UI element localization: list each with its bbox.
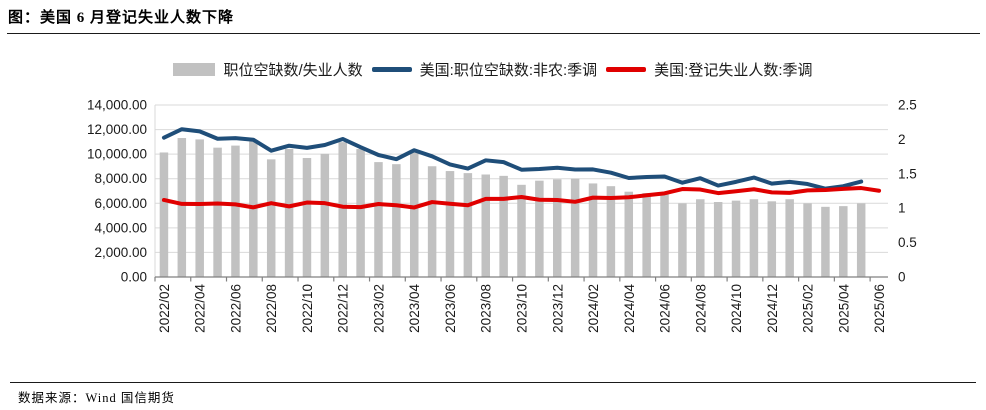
ratio-bar [213, 147, 222, 277]
ratio-bar [195, 139, 204, 277]
right-axis-tick-label: 2 [898, 132, 906, 147]
ratio-bar [338, 142, 347, 277]
left-axis-tick-label: 4,000.00 [94, 220, 147, 235]
ratio-bar [266, 159, 276, 277]
ratio-bar [785, 199, 794, 277]
left-axis-tick-label: 12,000.00 [87, 122, 147, 137]
red-line-swatch-icon [606, 67, 647, 72]
legend-label-unemployment: 美国:登记失业人数:季调 [654, 62, 813, 79]
ratio-bar [660, 194, 669, 277]
x-axis-tick-label: 2024/02 [586, 284, 601, 333]
x-axis-tick-label: 2022/04 [193, 284, 208, 333]
ratio-bar [481, 174, 490, 277]
x-axis-tick-label: 2022/08 [264, 284, 279, 333]
x-axis-tick-label: 2022/10 [300, 284, 315, 333]
ratio-bar [356, 149, 365, 277]
series-line [161, 186, 882, 210]
legend-item-openings: 美国:职位空缺数:非农:季调 [371, 59, 598, 80]
ratio-bar [320, 153, 330, 277]
ratio-bar [803, 203, 812, 277]
ratio-bar [535, 180, 544, 277]
x-axis-tick-label: 2025/04 [836, 284, 851, 333]
left-axis-tick-label: 0.00 [121, 270, 147, 285]
x-axis-tick-label: 2022/06 [228, 284, 243, 333]
chart-legend: 职位空缺数/失业人数 美国:职位空缺数:非农:季调 美国:登记失业人数:季调 [0, 59, 986, 80]
right-axis-tick-label: 1.5 [898, 166, 917, 181]
x-axis-tick-label: 2023/04 [407, 284, 422, 333]
ratio-bar [177, 138, 187, 277]
x-axis-tick-label: 2022/12 [336, 284, 351, 333]
left-axis-tick-label: 8,000.00 [94, 171, 147, 186]
right-axis-tick-label: 0 [898, 270, 906, 285]
ratio-bar [427, 166, 437, 277]
title-divider [7, 33, 980, 34]
data-source-note: 数据来源：Wind 国信期货 [18, 391, 175, 405]
x-axis-tick-label: 2024/08 [693, 284, 708, 333]
ratio-bar [302, 157, 312, 277]
ratio-bar [159, 152, 169, 277]
x-axis-tick-label: 2025/02 [801, 284, 816, 333]
ratio-bar [696, 199, 705, 277]
legend-item-ratio: 职位空缺数/失业人数 [173, 59, 363, 80]
x-axis-tick-label: 2023/08 [479, 284, 494, 333]
ratio-bar [231, 145, 240, 277]
ratio-bar [588, 183, 598, 277]
ratio-bar [624, 191, 634, 277]
right-axis-tick-label: 0.5 [898, 235, 917, 250]
x-axis-tick-label: 2024/06 [658, 284, 673, 333]
ratio-bar [409, 151, 419, 277]
left-axis-tick-label: 6,000.00 [94, 196, 147, 211]
right-axis-tick-label: 1 [898, 201, 906, 216]
ratio-bar [856, 203, 866, 277]
ratio-bar [517, 184, 526, 277]
legend-label-openings: 美国:职位空缺数:非农:季调 [419, 62, 598, 79]
ratio-bar [570, 178, 580, 277]
left-axis-tick-label: 14,000.00 [87, 98, 147, 113]
ratio-bar [731, 200, 741, 277]
page-title: 图：美国 6 月登记失业人数下降 [8, 10, 235, 26]
ratio-bar [713, 202, 723, 277]
x-axis-tick-label: 2023/06 [443, 284, 458, 333]
x-axis-tick-label: 2023/10 [515, 284, 530, 333]
x-axis-tick-label: 2024/04 [622, 284, 637, 333]
ratio-bar [374, 162, 383, 277]
legend-label-ratio: 职位空缺数/失业人数 [223, 62, 363, 79]
ratio-bar [499, 175, 508, 277]
ratio-bar [553, 179, 562, 277]
ratio-bar [392, 164, 401, 277]
ratio-bar [821, 206, 830, 277]
legend-item-unemployment: 美国:登记失业人数:季调 [606, 59, 813, 80]
footer-divider [10, 382, 976, 383]
ratio-bar [445, 171, 455, 277]
left-axis-tick-label: 2,000.00 [94, 245, 147, 260]
x-axis-tick-label: 2022/02 [157, 284, 172, 333]
ratio-bar [463, 173, 473, 277]
ratio-bar [606, 186, 616, 277]
x-axis-tick-label: 2025/06 [872, 284, 887, 333]
x-axis-tick-label: 2024/12 [765, 284, 780, 333]
ratio-bar [767, 201, 777, 277]
ratio-bar [678, 203, 687, 277]
ratio-bar [839, 206, 848, 277]
ratio-bar [749, 199, 759, 277]
left-axis-tick-label: 10,000.00 [87, 147, 147, 162]
blue-line-swatch-icon [371, 67, 412, 72]
ratio-bar [284, 149, 294, 277]
x-axis-tick-label: 2023/12 [550, 284, 565, 333]
x-axis-tick-label: 2024/10 [729, 284, 744, 333]
ratio-bar [642, 193, 651, 277]
series-line [161, 127, 864, 191]
right-axis-tick-label: 2.5 [898, 98, 917, 113]
x-axis-tick-label: 2023/02 [371, 284, 386, 333]
bar-swatch-icon [173, 63, 216, 76]
